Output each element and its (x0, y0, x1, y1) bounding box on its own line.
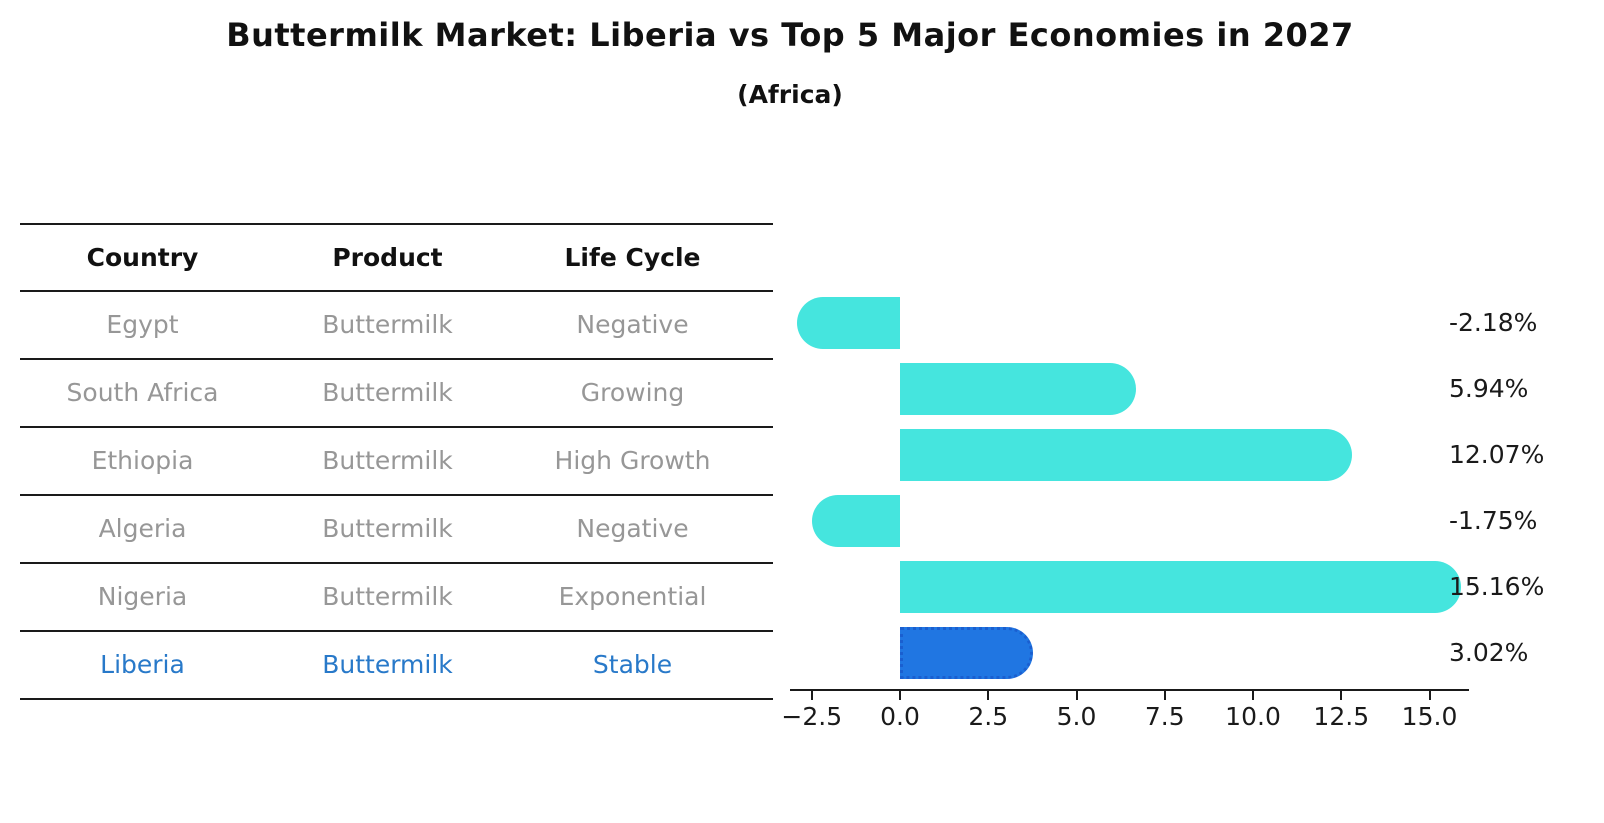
x-tick (987, 691, 990, 700)
bar-value-label-algeria: -1.75% (1449, 506, 1538, 535)
bar-algeria (812, 495, 900, 547)
chart-title: Buttermilk Market: Liberia vs Top 5 Majo… (226, 16, 1354, 54)
x-tick-label: 0.0 (880, 702, 920, 731)
bar-ethiopia (900, 429, 1353, 481)
table-cell-life-cycle: Negative (576, 310, 689, 339)
x-tick (1163, 691, 1166, 700)
table-cell-country: Algeria (98, 514, 187, 543)
table-cell-life-cycle: Negative (576, 514, 689, 543)
x-tick-label: 2.5 (968, 702, 1009, 731)
bar-value-label-nigeria: 15.16% (1449, 572, 1545, 601)
table-cell-country: Ethiopia (91, 446, 194, 475)
x-axis-line (790, 689, 1469, 691)
table-row-south-africa: South Africa Buttermilk Growing (20, 360, 773, 428)
bar-value-labels: -2.18% 5.94% 12.07% -1.75% 15.16% 3.02% (1449, 290, 1599, 686)
bar-nigeria (900, 561, 1462, 613)
x-tick (1075, 691, 1078, 700)
x-tick-label: 15.0 (1401, 702, 1458, 731)
table-header-row: Country Product Life Cycle (20, 223, 773, 292)
bar-south-africa (900, 363, 1136, 415)
table-header-country: Country (86, 243, 199, 272)
country-table: Country Product Life Cycle Egypt Butterm… (20, 223, 773, 700)
table-cell-product: Buttermilk (322, 582, 453, 611)
bar-egypt (797, 297, 901, 349)
table-header-life-cycle: Life Cycle (564, 243, 701, 272)
table-row-ethiopia: Ethiopia Buttermilk High Growth (20, 428, 773, 496)
table-cell-life-cycle: High Growth (554, 446, 711, 475)
table-cell-life-cycle: Stable (592, 650, 673, 679)
table-row-nigeria: Nigeria Buttermilk Exponential (20, 564, 773, 632)
table-cell-country: Egypt (106, 310, 179, 339)
table-cell-product: Buttermilk (322, 310, 453, 339)
x-tick-label: 10.0 (1225, 702, 1281, 731)
table-cell-life-cycle: Exponential (558, 582, 707, 611)
x-tick (899, 691, 902, 700)
table-cell-life-cycle: Growing (580, 378, 685, 407)
x-tick-label: 7.5 (1144, 702, 1185, 731)
table-cell-product: Buttermilk (322, 514, 453, 543)
table-cell-product: Buttermilk (322, 650, 453, 679)
x-tick (1340, 691, 1343, 700)
bar-value-label-egypt: -2.18% (1449, 308, 1538, 337)
x-tick (1428, 691, 1431, 700)
table-header-product: Product (332, 243, 443, 272)
bar-chart: −2.5 0.0 2.5 5.0 7.5 10.0 12.5 15.0 (781, 290, 1469, 731)
table-cell-country: Liberia (100, 650, 185, 679)
bar-value-label-ethiopia: 12.07% (1449, 440, 1545, 469)
table-row-liberia: Liberia Buttermilk Stable (20, 632, 773, 700)
table-cell-country: Nigeria (97, 582, 188, 611)
x-tick-label: −2.5 (781, 702, 843, 731)
x-tick (1252, 691, 1255, 700)
chart-subtitle: (Africa) (737, 80, 843, 109)
x-tick-label: 5.0 (1056, 702, 1097, 731)
x-tick-label: 12.5 (1313, 702, 1370, 731)
x-tick (810, 691, 813, 700)
bar-value-label-south-africa: 5.94% (1449, 374, 1529, 403)
bar-liberia (900, 627, 1033, 679)
table-row-egypt: Egypt Buttermilk Negative (20, 292, 773, 360)
table-row-algeria: Algeria Buttermilk Negative (20, 496, 773, 564)
table-cell-product: Buttermilk (322, 378, 453, 407)
table-cell-product: Buttermilk (322, 446, 453, 475)
table-cell-country: South Africa (66, 378, 219, 407)
bar-value-label-liberia: 3.02% (1449, 638, 1529, 667)
